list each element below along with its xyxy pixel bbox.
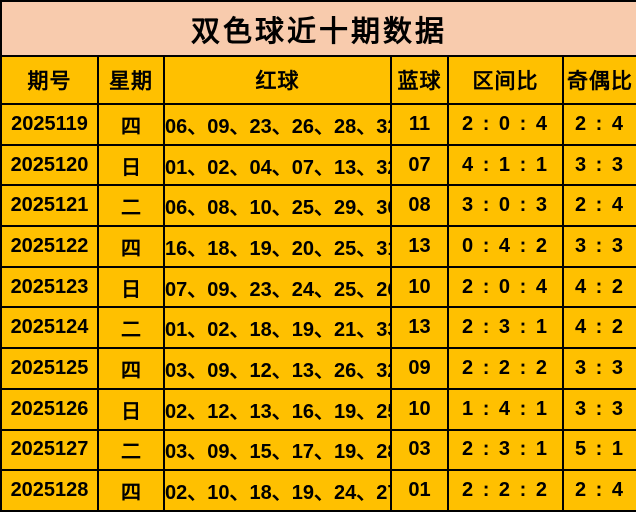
zone-ratio-cell: 3 : 0 : 3 [447, 184, 564, 228]
red-balls-cell: 02、12、13、16、19、25 [163, 387, 392, 431]
weekday-cell: 二 [97, 306, 165, 350]
weekday-cell: 日 [97, 265, 165, 309]
title-row: 双色球近十期数据 [0, 0, 636, 57]
red-balls-cell: 06、09、23、26、28、32 [163, 103, 392, 146]
red-balls-cell: 07、09、23、24、25、26 [163, 265, 392, 309]
odd-even-ratio-cell: 3 : 3 [561, 387, 636, 431]
zone-ratio-cell: 1 : 4 : 1 [447, 387, 564, 431]
zone-ratio-cell: 2 : 3 : 1 [447, 306, 564, 350]
odd-even-ratio-cell: 2 : 4 [561, 184, 636, 228]
weekday-cell: 二 [97, 428, 165, 472]
zone-ratio-cell: 2 : 0 : 4 [447, 103, 564, 146]
red-balls-cell: 06、08、10、25、29、30 [163, 184, 392, 228]
blue-ball-cell: 09 [390, 347, 449, 390]
table-row: 2025122 四 16、18、19、20、25、31 13 0 : 4 : 2… [0, 225, 636, 268]
odd-even-ratio-cell: 3 : 3 [561, 225, 636, 268]
period-cell: 2025122 [0, 225, 99, 268]
table-row: 2025128 四 02、10、18、19、24、27 01 2 : 2 : 2… [0, 469, 636, 512]
odd-even-ratio-cell: 4 : 2 [561, 265, 636, 309]
period-cell: 2025124 [0, 306, 99, 350]
red-balls-cell: 03、09、15、17、19、28 [163, 428, 392, 472]
table-row: 2025124 二 01、02、18、19、21、33 13 2 : 3 : 1… [0, 306, 636, 350]
col-header-period: 期号 [0, 55, 99, 105]
col-header-weekday: 星期 [97, 55, 165, 105]
table-row: 2025121 二 06、08、10、25、29、30 08 3 : 0 : 3… [0, 184, 636, 228]
period-cell: 2025126 [0, 387, 99, 431]
blue-ball-cell: 03 [390, 428, 449, 472]
zone-ratio-cell: 0 : 4 : 2 [447, 225, 564, 268]
period-cell: 2025127 [0, 428, 99, 472]
zone-ratio-cell: 2 : 2 : 2 [447, 347, 564, 390]
col-header-blue-ball: 蓝球 [390, 55, 449, 105]
weekday-cell: 二 [97, 184, 165, 228]
weekday-cell: 四 [97, 103, 165, 146]
odd-even-ratio-cell: 2 : 4 [561, 103, 636, 146]
red-balls-cell: 16、18、19、20、25、31 [163, 225, 392, 268]
blue-ball-cell: 11 [390, 103, 449, 146]
table-row: 2025123 日 07、09、23、24、25、26 10 2 : 0 : 4… [0, 265, 636, 309]
blue-ball-cell: 07 [390, 143, 449, 187]
period-cell: 2025119 [0, 103, 99, 146]
zone-ratio-cell: 2 : 3 : 1 [447, 428, 564, 472]
zone-ratio-cell: 4 : 1 : 1 [447, 143, 564, 187]
blue-ball-cell: 13 [390, 306, 449, 350]
period-cell: 2025128 [0, 469, 99, 512]
col-header-zone-ratio: 区间比 [447, 55, 564, 105]
period-cell: 2025121 [0, 184, 99, 228]
period-cell: 2025125 [0, 347, 99, 390]
blue-ball-cell: 10 [390, 265, 449, 309]
weekday-cell: 四 [97, 469, 165, 512]
odd-even-ratio-cell: 5 : 1 [561, 428, 636, 472]
period-cell: 2025120 [0, 143, 99, 187]
blue-ball-cell: 10 [390, 387, 449, 431]
page-title: 双色球近十期数据 [0, 0, 636, 57]
period-cell: 2025123 [0, 265, 99, 309]
blue-ball-cell: 01 [390, 469, 449, 512]
table-row: 2025125 四 03、09、12、13、26、32 09 2 : 2 : 2… [0, 347, 636, 390]
odd-even-ratio-cell: 4 : 2 [561, 306, 636, 350]
col-header-odd-even-ratio: 奇偶比 [561, 55, 636, 105]
weekday-cell: 日 [97, 387, 165, 431]
red-balls-cell: 03、09、12、13、26、32 [163, 347, 392, 390]
table-row: 2025126 日 02、12、13、16、19、25 10 1 : 4 : 1… [0, 387, 636, 431]
table-row: 2025119 四 06、09、23、26、28、32 11 2 : 0 : 4… [0, 103, 636, 146]
odd-even-ratio-cell: 3 : 3 [561, 143, 636, 187]
weekday-cell: 四 [97, 225, 165, 268]
weekday-cell: 日 [97, 143, 165, 187]
red-balls-cell: 01、02、04、07、13、32 [163, 143, 392, 187]
red-balls-cell: 02、10、18、19、24、27 [163, 469, 392, 512]
blue-ball-cell: 08 [390, 184, 449, 228]
header-row: 期号 星期 红球 蓝球 区间比 奇偶比 [0, 55, 636, 105]
table-row: 2025127 二 03、09、15、17、19、28 03 2 : 3 : 1… [0, 428, 636, 472]
table-row: 2025120 日 01、02、04、07、13、32 07 4 : 1 : 1… [0, 143, 636, 187]
zone-ratio-cell: 2 : 2 : 2 [447, 469, 564, 512]
red-balls-cell: 01、02、18、19、21、33 [163, 306, 392, 350]
blue-ball-cell: 13 [390, 225, 449, 268]
odd-even-ratio-cell: 2 : 4 [561, 469, 636, 512]
odd-even-ratio-cell: 3 : 3 [561, 347, 636, 390]
weekday-cell: 四 [97, 347, 165, 390]
zone-ratio-cell: 2 : 0 : 4 [447, 265, 564, 309]
col-header-red-balls: 红球 [163, 55, 392, 105]
